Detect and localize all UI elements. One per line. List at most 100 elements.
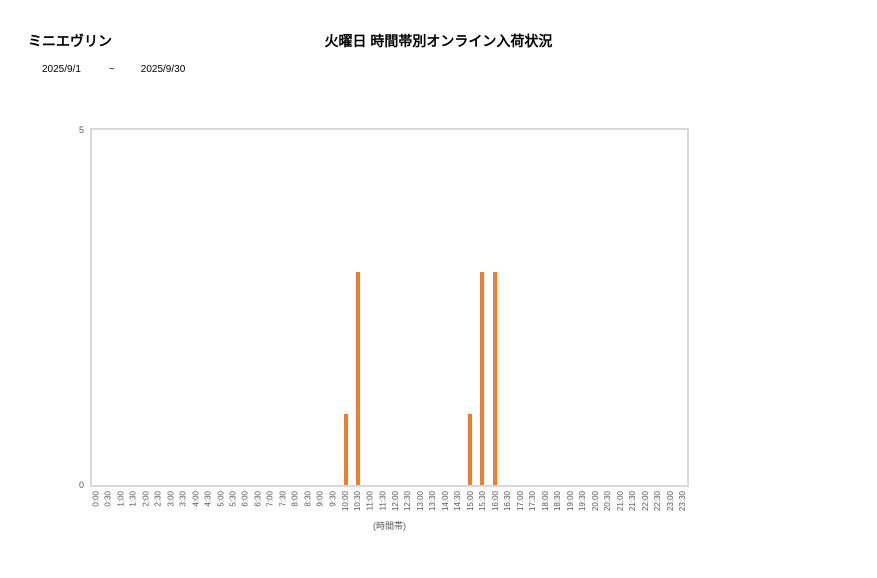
x-tick-label: 18:00 bbox=[540, 491, 550, 512]
x-tick-label: 14:00 bbox=[440, 491, 450, 512]
bar-slot bbox=[501, 130, 513, 485]
x-tick-label: 6:30 bbox=[253, 491, 263, 507]
x-tick-label: 1:00 bbox=[116, 491, 126, 507]
x-tick-label: 22:30 bbox=[653, 491, 663, 512]
bar-slot bbox=[451, 130, 463, 485]
x-tick-label: 4:30 bbox=[203, 491, 213, 507]
x-tick-label: 5:30 bbox=[228, 491, 238, 507]
bar-slot bbox=[117, 130, 129, 485]
bar-slot bbox=[315, 130, 327, 485]
bar-slot bbox=[526, 130, 538, 485]
bar-slot bbox=[563, 130, 575, 485]
bar-slot bbox=[402, 130, 414, 485]
bar-slot bbox=[327, 130, 339, 485]
bar-slot bbox=[104, 130, 116, 485]
date-start: 2025/9/1 bbox=[42, 64, 81, 75]
x-tick-label: 16:00 bbox=[490, 491, 500, 512]
x-tick-label: 23:30 bbox=[678, 491, 688, 512]
bar-slot bbox=[625, 130, 637, 485]
bar-slot bbox=[142, 130, 154, 485]
x-tick-label: 9:00 bbox=[315, 491, 325, 507]
x-tick-label: 4:00 bbox=[191, 491, 201, 507]
x-tick-label: 15:00 bbox=[465, 491, 475, 512]
x-tick-label: 10:00 bbox=[340, 491, 350, 512]
x-tick-label: 19:00 bbox=[565, 491, 575, 512]
bar-slot bbox=[352, 130, 364, 485]
x-tick-label: 10:30 bbox=[353, 491, 363, 512]
bar-slot bbox=[228, 130, 240, 485]
bar-slot bbox=[303, 130, 315, 485]
x-tick-label: 13:00 bbox=[415, 491, 425, 512]
bar-slot bbox=[550, 130, 562, 485]
bar-slot bbox=[365, 130, 377, 485]
plot-area: 5 0 bbox=[79, 125, 689, 490]
y-tick-max: 5 bbox=[78, 125, 84, 135]
bar-slot bbox=[389, 130, 401, 485]
x-tick-label: 6:00 bbox=[241, 491, 251, 507]
bar-slot bbox=[129, 130, 141, 485]
bar-slot bbox=[154, 130, 166, 485]
x-tick-label: 14:30 bbox=[453, 491, 463, 512]
bar-slot bbox=[216, 130, 228, 485]
bar-slot bbox=[600, 130, 612, 485]
bar-slot bbox=[414, 130, 426, 485]
bar-slot bbox=[427, 130, 439, 485]
bar-10:00 bbox=[344, 414, 348, 485]
x-tick-label: 0:30 bbox=[103, 491, 113, 507]
bar-slot bbox=[278, 130, 290, 485]
x-tick-label: 9:30 bbox=[328, 491, 338, 507]
x-tick-label: 12:00 bbox=[390, 491, 400, 512]
bar-slot bbox=[650, 130, 662, 485]
date-separator: ~ bbox=[108, 64, 115, 75]
bar-slot bbox=[513, 130, 525, 485]
bar-15:00 bbox=[467, 414, 472, 485]
bar-10:30 bbox=[356, 272, 361, 485]
bar-slot bbox=[179, 130, 191, 485]
x-tick-label: 21:30 bbox=[628, 491, 638, 512]
bar-slot bbox=[265, 130, 277, 485]
bar-slot bbox=[612, 130, 624, 485]
x-tick-label: 3:00 bbox=[166, 491, 176, 507]
x-tick-label: 2:00 bbox=[141, 491, 151, 507]
x-tick-label: 19:30 bbox=[578, 491, 588, 512]
x-tick-label: 1:30 bbox=[128, 491, 138, 507]
bars-layer bbox=[92, 130, 687, 485]
x-tick-label: 22:00 bbox=[640, 491, 650, 512]
x-tick-label: 2:30 bbox=[153, 491, 163, 507]
bar-slot bbox=[575, 130, 587, 485]
bar-slot bbox=[241, 130, 253, 485]
x-tick-label: 0:00 bbox=[91, 491, 101, 507]
x-tick-label: 12:30 bbox=[403, 491, 413, 512]
date-range: 2025/9/1 ~2025/9/30 bbox=[42, 64, 185, 75]
date-end: 2025/9/30 bbox=[140, 64, 186, 75]
x-tick-label: 20:30 bbox=[603, 491, 613, 512]
x-tick-label: 17:00 bbox=[515, 491, 525, 512]
x-tick-label: 21:00 bbox=[615, 491, 625, 512]
bar-16:00 bbox=[492, 272, 497, 485]
bar-slot bbox=[662, 130, 674, 485]
bar-slot bbox=[464, 130, 476, 485]
bar-15:30 bbox=[480, 272, 485, 485]
x-tick-label: 16:30 bbox=[503, 491, 513, 512]
x-tick-label: 8:00 bbox=[291, 491, 300, 507]
x-tick-label: 23:00 bbox=[665, 491, 675, 512]
bar-slot bbox=[489, 130, 501, 485]
x-tick-label: 13:30 bbox=[428, 491, 438, 512]
bar-slot bbox=[191, 130, 203, 485]
x-tick-label: 11:00 bbox=[365, 491, 375, 511]
x-tick-label: 7:30 bbox=[278, 491, 288, 507]
bar-slot bbox=[377, 130, 389, 485]
x-tick-label: 20:00 bbox=[590, 491, 600, 512]
bar-slot bbox=[439, 130, 451, 485]
product-name: ミニエヴリン bbox=[28, 33, 112, 49]
bar-slot bbox=[674, 130, 686, 485]
x-tick-label: 17:30 bbox=[528, 491, 538, 512]
bar-slot bbox=[637, 130, 649, 485]
bar-slot bbox=[538, 130, 550, 485]
x-tick-label: 11:30 bbox=[378, 491, 388, 511]
x-tick-label: 15:30 bbox=[478, 491, 488, 512]
x-axis-title: (時間帯) bbox=[373, 521, 406, 531]
bar-slot bbox=[253, 130, 265, 485]
x-tick-label: 3:30 bbox=[178, 491, 188, 507]
x-tick-label: 5:00 bbox=[216, 491, 226, 507]
